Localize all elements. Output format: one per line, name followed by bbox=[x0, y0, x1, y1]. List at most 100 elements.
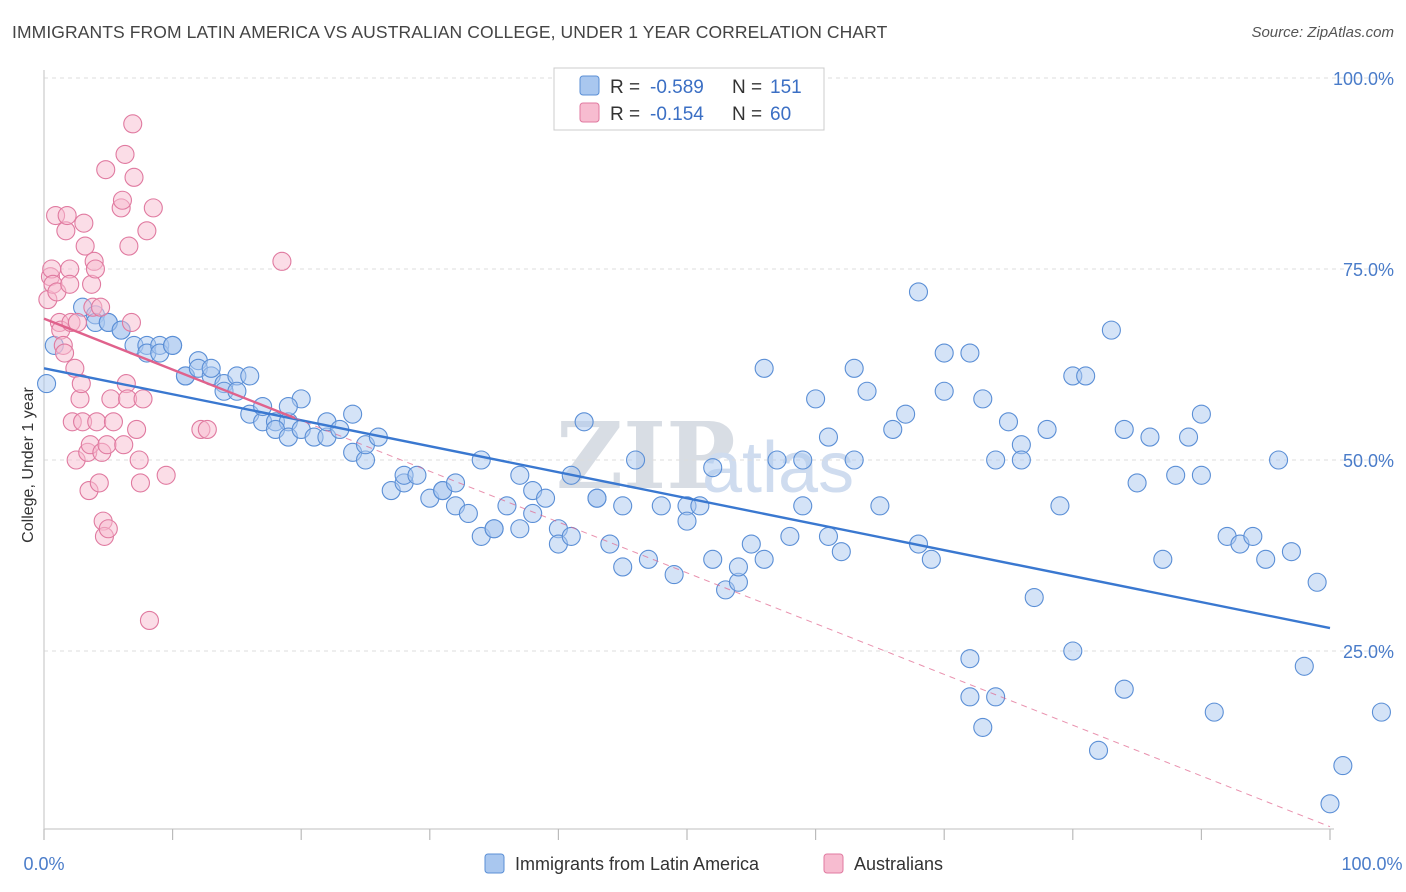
immigrants-point-49 bbox=[407, 465, 427, 485]
australians-point-55 bbox=[133, 389, 153, 409]
immigrants-point-115 bbox=[986, 450, 1006, 470]
immigrants-point-0 bbox=[37, 374, 57, 394]
immigrants-point-111 bbox=[960, 649, 980, 669]
correlation-legend: R = -0.589 N = 151 R = -0.154 N = 60 bbox=[553, 67, 825, 131]
australians-point-33 bbox=[91, 297, 111, 317]
x-tick-label-max: 100.0% bbox=[1341, 854, 1402, 874]
australians-point-40 bbox=[101, 389, 121, 409]
immigrants-point-135 bbox=[1191, 404, 1211, 424]
immigrants-point-136 bbox=[1191, 465, 1211, 485]
australians-point-50 bbox=[123, 114, 143, 134]
australians-point-32 bbox=[89, 473, 109, 493]
immigrants-point-108 bbox=[934, 343, 954, 363]
immigrants-point-131 bbox=[1140, 427, 1160, 447]
australians-point-51 bbox=[124, 167, 144, 187]
immigrants-point-125 bbox=[1076, 366, 1096, 386]
immigrants-point-143 bbox=[1281, 542, 1301, 562]
immigrants-point-97 bbox=[818, 427, 839, 447]
immigrants-point-99 bbox=[844, 358, 864, 378]
immigrants-point-81 bbox=[677, 511, 697, 531]
australians-point-44 bbox=[114, 435, 134, 455]
legend-n-value-2: 60 bbox=[770, 104, 791, 125]
legend-r-label-2: R = bbox=[610, 104, 640, 125]
immigrants-point-130 bbox=[1127, 473, 1147, 493]
immigrants-point-117 bbox=[998, 412, 1019, 432]
immigrants-point-106 bbox=[908, 282, 929, 302]
immigrants-point-116 bbox=[986, 687, 1006, 707]
immigrants-point-121 bbox=[1037, 419, 1057, 439]
y-tick-label-50: 50.0% bbox=[1343, 451, 1394, 471]
series-legend: Immigrants from Latin America Australian… bbox=[484, 853, 943, 874]
immigrants-point-113 bbox=[973, 389, 993, 409]
immigrants-point-74 bbox=[613, 557, 633, 577]
immigrants-point-70 bbox=[574, 412, 594, 432]
immigrants-point-59 bbox=[484, 519, 504, 539]
y-tick-label-100: 100.0% bbox=[1333, 69, 1394, 89]
legend-n-label-2: N = bbox=[732, 104, 762, 125]
australians-point-53 bbox=[129, 450, 149, 470]
immigrants-point-54 bbox=[445, 473, 466, 493]
australians-point-23 bbox=[75, 236, 95, 256]
immigrants-point-129 bbox=[1114, 419, 1134, 439]
legend-label-australians: Australians bbox=[854, 854, 943, 874]
immigrants-point-127 bbox=[1101, 320, 1121, 340]
immigrants-point-57 bbox=[471, 450, 491, 470]
australians-point-54 bbox=[130, 473, 150, 493]
source-credit: Source: ZipAtlas.com bbox=[1251, 24, 1394, 41]
immigrants-point-42 bbox=[343, 404, 363, 424]
australians-point-20 bbox=[71, 374, 91, 394]
immigrants-point-76 bbox=[626, 450, 646, 470]
immigrants-point-87 bbox=[728, 557, 748, 577]
x-tick-label-min: 0.0% bbox=[23, 854, 64, 874]
immigrants-point-147 bbox=[1333, 756, 1353, 776]
immigrants-point-22 bbox=[201, 358, 221, 378]
immigrants-point-55 bbox=[458, 503, 478, 524]
australians-point-58 bbox=[143, 198, 163, 218]
immigrants-point-122 bbox=[1050, 496, 1070, 516]
immigrants-point-78 bbox=[651, 496, 671, 516]
series-australians-points bbox=[38, 114, 292, 630]
immigrants-point-128 bbox=[1114, 679, 1134, 699]
page-title: IMMIGRANTS FROM LATIN AMERICA VS AUSTRAL… bbox=[12, 22, 888, 42]
immigrants-point-68 bbox=[561, 526, 581, 546]
australians-point-49 bbox=[121, 312, 141, 333]
immigrants-point-132 bbox=[1153, 549, 1173, 569]
immigrants-point-90 bbox=[754, 358, 774, 378]
immigrants-point-98 bbox=[831, 542, 851, 562]
australians-point-52 bbox=[127, 419, 147, 439]
immigrants-point-146 bbox=[1320, 794, 1340, 814]
legend-r-value-1: -0.589 bbox=[650, 77, 704, 98]
australians-point-43 bbox=[112, 190, 132, 210]
immigrants-point-120 bbox=[1024, 587, 1044, 608]
immigrants-point-145 bbox=[1307, 572, 1327, 592]
immigrants-point-126 bbox=[1088, 740, 1109, 760]
australians-point-37 bbox=[96, 160, 116, 180]
australians-point-48 bbox=[119, 236, 139, 256]
immigrants-point-62 bbox=[510, 519, 530, 539]
australians-point-62 bbox=[272, 251, 292, 271]
legend-n-value-1: 151 bbox=[770, 77, 802, 98]
australians-point-11 bbox=[57, 205, 77, 226]
trend-line-australians-solid bbox=[43, 317, 296, 420]
y-axis-title: College, Under 1 year bbox=[20, 387, 37, 543]
immigrants-point-144 bbox=[1294, 656, 1314, 676]
immigrants-point-134 bbox=[1178, 427, 1199, 447]
immigrants-point-63 bbox=[523, 503, 543, 524]
australians-point-9 bbox=[55, 343, 75, 363]
australians-point-61 bbox=[197, 419, 217, 439]
australians-point-30 bbox=[85, 259, 105, 279]
immigrants-point-133 bbox=[1166, 465, 1186, 485]
legend-r-label-1: R = bbox=[610, 77, 640, 98]
immigrants-point-110 bbox=[960, 343, 980, 363]
immigrants-point-84 bbox=[703, 549, 723, 569]
australians-point-39 bbox=[98, 519, 118, 539]
legend-swatch-pink bbox=[579, 102, 600, 123]
trend-line-australians-dashed bbox=[294, 417, 1331, 828]
australians-point-57 bbox=[139, 610, 160, 630]
immigrants-point-103 bbox=[883, 419, 903, 439]
immigrants-point-124 bbox=[1063, 641, 1083, 661]
immigrants-point-95 bbox=[806, 389, 826, 409]
immigrants-point-77 bbox=[638, 549, 658, 569]
immigrants-point-60 bbox=[497, 496, 517, 516]
